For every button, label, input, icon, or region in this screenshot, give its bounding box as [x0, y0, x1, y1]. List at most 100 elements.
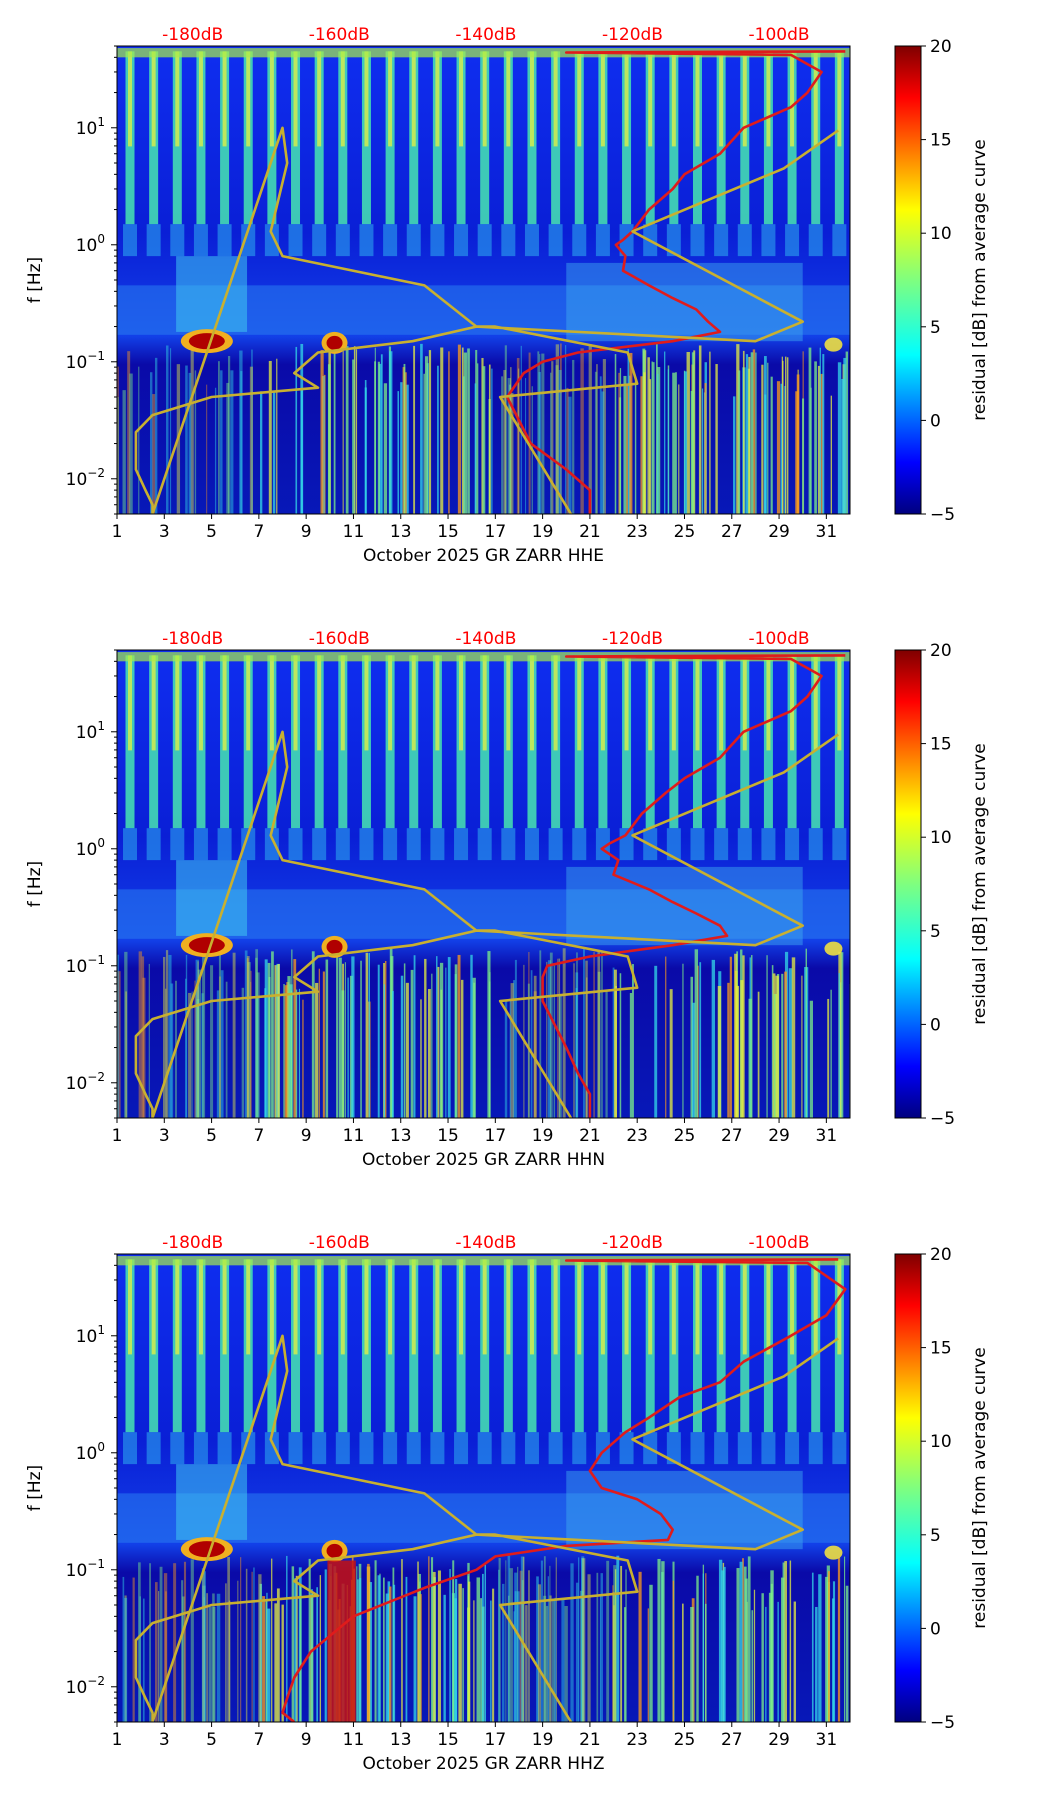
- lowfreq-streak: [538, 1584, 541, 1722]
- lowfreq-streak: [341, 990, 345, 1118]
- lowfreq-streak: [742, 350, 745, 514]
- lowfreq-streak: [539, 354, 541, 514]
- lowfreq-streak: [672, 1580, 675, 1722]
- day-stripe-core: [719, 655, 724, 751]
- lowfreq-streak: [587, 1574, 591, 1722]
- lowfreq-streak: [152, 394, 156, 514]
- lowfreq-streak: [477, 363, 479, 514]
- lowfreq-streak: [775, 975, 779, 1118]
- lowfreq-streak: [437, 1570, 441, 1722]
- day-stripe-mid: [241, 828, 256, 861]
- day-stripe-core: [742, 655, 747, 751]
- day-stripe-core: [175, 1259, 180, 1355]
- day-stripe-mid: [217, 224, 232, 257]
- lowfreq-streak: [623, 375, 627, 514]
- top-db-label: -140dB: [455, 25, 516, 45]
- lowfreq-streak: [814, 361, 817, 514]
- top-db-label: -180dB: [162, 1233, 223, 1253]
- day-stripe-mid: [524, 828, 539, 861]
- day-stripe-core: [837, 1259, 842, 1355]
- day-stripe-core: [388, 1259, 393, 1355]
- lowfreq-streak: [255, 996, 259, 1118]
- day-stripe-core: [364, 1259, 369, 1355]
- lowfreq-streak: [155, 1582, 158, 1722]
- y-tick-base: 10: [66, 353, 88, 373]
- y-tick-base: 10: [76, 1444, 98, 1464]
- day-stripe-core: [553, 655, 558, 751]
- day-stripe-mid: [761, 828, 776, 861]
- top-band: [117, 48, 850, 58]
- lowfreq-streak: [260, 391, 263, 514]
- lowfreq-streak: [605, 991, 608, 1118]
- x-tick-label: 21: [579, 1126, 601, 1146]
- lowfreq-streak: [789, 1560, 792, 1722]
- day-stripe-core: [624, 1259, 629, 1355]
- top-db-label: -140dB: [455, 629, 516, 649]
- lowfreq-streak: [345, 346, 349, 514]
- lowfreq-streak: [212, 1607, 216, 1722]
- x-tick-label: 11: [343, 1126, 365, 1146]
- y-tick-exponent: −2: [87, 466, 105, 480]
- day-stripe-core: [600, 51, 605, 147]
- lowfreq-streak: [308, 1558, 311, 1722]
- lowfreq-streak: [428, 1556, 430, 1722]
- lowfreq-streak: [498, 1558, 501, 1722]
- day-stripe-mid: [690, 224, 705, 257]
- lowfreq-streak: [325, 959, 329, 1118]
- lowfreq-streak: [502, 1583, 505, 1722]
- lowfreq-streak: [736, 985, 740, 1118]
- day-stripe-mid: [666, 224, 681, 257]
- day-stripe-mid: [501, 1432, 516, 1465]
- day-stripe-core: [837, 655, 842, 751]
- day-stripe-core: [269, 51, 274, 147]
- lowfreq-streak: [657, 367, 661, 514]
- lowfreq-streak: [405, 384, 409, 514]
- lowfreq-streak: [497, 1569, 500, 1722]
- day-stripe-mid: [430, 828, 445, 861]
- day-stripe-core: [719, 1259, 724, 1355]
- lowfreq-streak: [751, 1610, 754, 1722]
- lowfreq-streak: [682, 1603, 684, 1722]
- day-stripe-mid: [785, 1432, 800, 1465]
- lowfreq-streak: [558, 370, 562, 514]
- day-stripe-mid: [572, 1432, 587, 1465]
- x-tick-label: 9: [301, 522, 312, 542]
- lowfreq-streak: [618, 372, 620, 514]
- lowfreq-streak: [717, 985, 722, 1118]
- lowfreq-streak: [188, 992, 192, 1118]
- lowfreq-streak: [643, 372, 646, 514]
- lowfreq-streak: [513, 980, 516, 1118]
- y-tick-label: 10−1: [66, 1557, 105, 1581]
- lowfreq-streak: [327, 364, 331, 514]
- colorbar-tick-label: 5: [930, 922, 941, 942]
- hotspot-day10: [326, 939, 343, 954]
- lowfreq-streak: [369, 1582, 373, 1722]
- lowfreq-streak: [690, 1606, 694, 1722]
- lowfreq-streak: [210, 965, 214, 1118]
- lowfreq-streak: [420, 343, 423, 514]
- lowfreq-streak: [815, 1606, 818, 1722]
- day-stripe-mid: [477, 1432, 492, 1465]
- day-stripe-mid: [737, 828, 752, 861]
- lowfreq-streak: [528, 1570, 530, 1722]
- lowfreq-streak: [201, 1568, 205, 1722]
- lowfreq-streak: [580, 1590, 584, 1722]
- x-axis-label: October 2025 GR ZARR HHN: [362, 1150, 605, 1170]
- y-tick-base: 10: [66, 470, 88, 490]
- day-stripe-core: [340, 1259, 345, 1355]
- day-stripe-mid: [288, 828, 303, 861]
- lowfreq-streak: [559, 343, 562, 514]
- day-stripe-core: [364, 51, 369, 147]
- lowfreq-streak: [158, 1591, 160, 1722]
- lowfreq-streak: [351, 956, 355, 1118]
- lowfreq-streak: [692, 1002, 696, 1118]
- lowfreq-streak: [505, 1560, 507, 1722]
- lowfreq-streak: [124, 951, 128, 1118]
- lowfreq-streak: [432, 1571, 436, 1722]
- lowfreq-streak: [377, 964, 380, 1118]
- lowfreq-streak: [570, 1563, 574, 1722]
- lowfreq-streak: [452, 1560, 455, 1722]
- day-stripe-core: [766, 655, 771, 751]
- day-stripe-core: [317, 1259, 322, 1355]
